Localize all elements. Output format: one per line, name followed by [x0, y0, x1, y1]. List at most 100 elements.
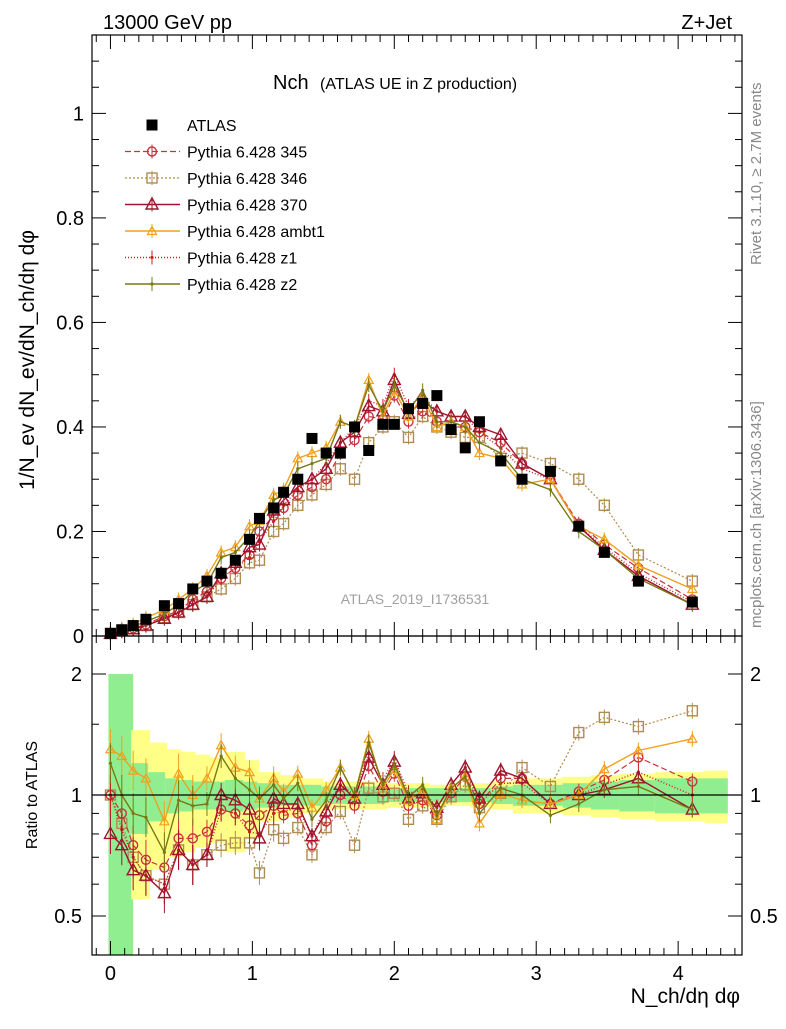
point-ambt1 [473, 447, 485, 458]
ratio-point-z2 [463, 775, 467, 779]
collision-label: 13000 GeV pp [103, 12, 232, 34]
point-ambt1 [431, 421, 443, 432]
point-p370 [514, 455, 530, 469]
ratio-point-p370 [304, 828, 320, 842]
ratio-point-z2 [338, 765, 342, 770]
point-data [320, 447, 332, 459]
ratio-y-tick-label: 2 [71, 664, 82, 686]
ratio-point-p370 [252, 830, 267, 844]
legend-entry-z1: Pythia 6.428 z1 [125, 250, 297, 268]
uncertainty-band-inner [179, 779, 196, 812]
point-z1 [272, 519, 276, 523]
ratio-point-z2 [108, 761, 113, 765]
ratio-point-p370 [138, 867, 154, 881]
point-p370 [333, 434, 348, 448]
ratio-point-z2 [310, 817, 314, 821]
point-data [292, 473, 304, 485]
ratio-point-z1 [247, 830, 252, 834]
point-data [173, 598, 185, 610]
ratio-point-p370 [493, 762, 508, 776]
x-axis-label: N_ch/dη dφ [631, 985, 740, 1008]
ratio-point-p370 [347, 790, 362, 804]
legend-label-z2: Pythia 6.428 z2 [187, 277, 297, 294]
legend-marker-z1 [150, 255, 154, 260]
ratio-point-p346 [632, 720, 645, 733]
point-z2 [449, 420, 453, 424]
ratio-point-z2 [205, 802, 209, 806]
ratio-point-p346 [388, 787, 400, 799]
rivet-side-label: Rivet 3.1.10, ≥ 2.7M events [748, 83, 765, 266]
ratio-point-p346 [215, 839, 227, 851]
ratio-point-ambt1 [495, 787, 507, 798]
uncertainty-band-inner [108, 674, 134, 955]
point-ambt1 [686, 583, 698, 594]
point-data [215, 567, 227, 579]
point-z2 [162, 612, 166, 616]
point-z2 [499, 451, 503, 455]
analysis-watermark: ATLAS_2019_I1736531 [341, 591, 490, 607]
ratio-point-ambt1 [473, 817, 485, 828]
point-z2 [421, 388, 425, 392]
ratio-point-z1 [219, 807, 223, 812]
ratio-point-z2 [257, 796, 262, 801]
point-data [116, 624, 128, 636]
axes-layer: 0 1 2 3 4 0 0.2 0.4 0.6 0.8 1 0.5 0.5 1 1 2 2 [54, 34, 778, 985]
ratio-point-z2 [381, 783, 385, 787]
ratio-point-p346 [598, 711, 611, 724]
y-tick-label: 0.2 [56, 521, 84, 543]
point-z2 [435, 420, 439, 424]
legend-label-z1: Pythia 6.428 z1 [187, 251, 297, 268]
ratio-point-p370 [266, 790, 281, 804]
chart-title: Nch [273, 72, 309, 94]
point-p370 [493, 426, 508, 440]
point-z2 [381, 409, 385, 413]
ratio-point-z2 [144, 815, 148, 819]
ratio-point-z2 [176, 798, 181, 802]
point-data [516, 473, 528, 485]
point-data [445, 424, 457, 436]
ratio-point-p345 [187, 833, 198, 844]
chart-subtitle: (ATLAS UE in Z production) [320, 76, 517, 93]
mcplots-side-label: mcplots.cern.ch [arXiv:1306.3436] [748, 401, 765, 628]
point-z2 [548, 488, 553, 492]
point-data [363, 444, 375, 456]
point-p346 [573, 473, 585, 485]
ratio-point-p370 [185, 856, 200, 871]
ratio-point-z2 [392, 763, 396, 767]
point-data [201, 575, 213, 587]
point-p346 [334, 463, 347, 475]
ratio-point-p370 [472, 790, 487, 804]
ratio-point-p346 [334, 805, 347, 818]
point-p370 [242, 539, 257, 553]
ratio-point-p370 [157, 885, 172, 899]
x-tick-label: 0 [105, 963, 116, 985]
point-p346 [598, 499, 611, 512]
ratio-point-p370 [199, 846, 215, 860]
uncertainty-band-inner [148, 772, 168, 822]
ratio-point-p370 [228, 792, 243, 806]
ratio-point-z2 [247, 788, 252, 792]
ratio-point-p345 [201, 826, 213, 837]
point-data [544, 465, 556, 477]
ratio-y-tick-label-right: 0.5 [750, 906, 778, 928]
legend-label-p346: Pythia 6.428 346 [187, 171, 307, 188]
y-tick-label: 0 [73, 626, 84, 648]
point-z2 [392, 383, 396, 387]
ratio-y-axis-label: Ratio to ATLAS [24, 741, 41, 849]
y-axis-label: 1/N_ev dN_ev/dN_ch/dη dφ [16, 230, 39, 490]
ratio-point-ambt1 [127, 764, 139, 775]
ratio-point-z2 [219, 754, 223, 758]
ratio-point-p370 [333, 776, 348, 791]
ratio-y-tick-label: 1 [71, 785, 82, 807]
ratio-point-p346 [229, 837, 242, 849]
ratio-point-ambt1 [116, 750, 128, 761]
point-data [127, 620, 139, 632]
point-p346 [348, 473, 361, 485]
ratio-point-ambt1 [173, 767, 185, 778]
ratio-point-z2 [421, 783, 425, 787]
ratio-point-p370 [125, 862, 141, 876]
point-z2 [477, 441, 482, 445]
ratio-point-z1 [233, 811, 237, 815]
point-data [598, 546, 610, 558]
